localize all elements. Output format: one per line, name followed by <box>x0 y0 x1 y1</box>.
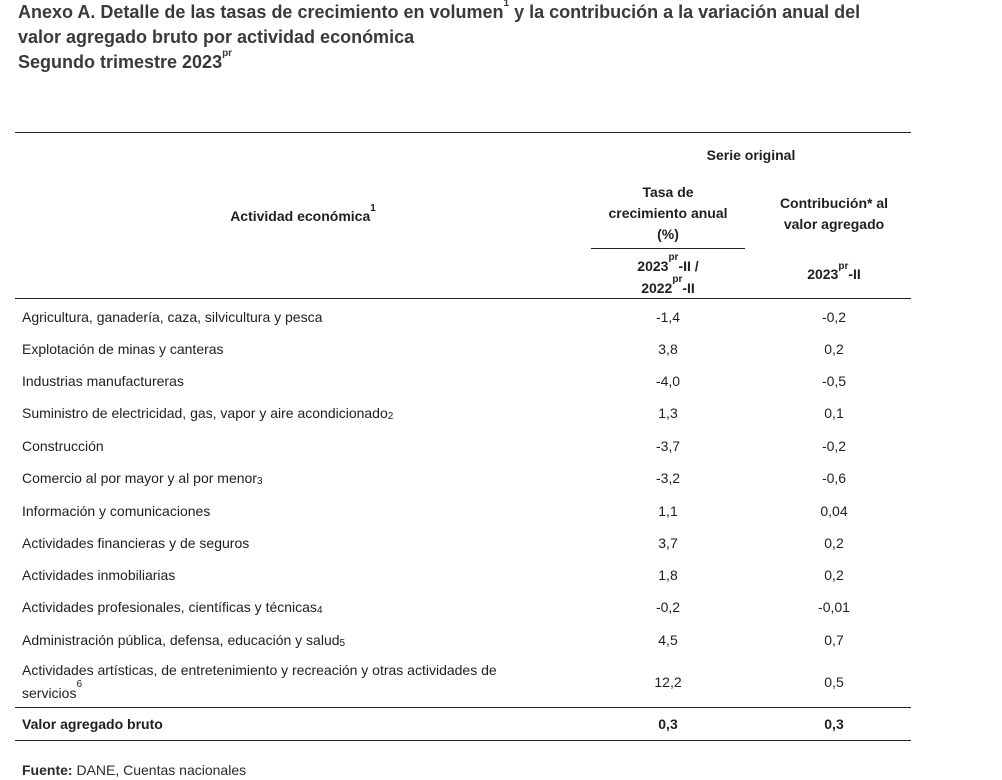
header-serie-original: Serie original <box>706 147 796 163</box>
header-activity: Actividad económica1 <box>230 203 376 225</box>
title-line-2: valor agregado bruto por actividad econó… <box>18 27 415 47</box>
document-title: Anexo A. Detalle de las tasas de crecimi… <box>18 0 978 75</box>
table-top-rule <box>15 132 911 133</box>
table-row: Suministro de electricidad, gas, vapor y… <box>22 405 844 422</box>
table-row: Actividades artísticas, de entretenimien… <box>22 662 844 701</box>
header-growth-period: 2023pr-II / 2022pr-II <box>637 252 699 297</box>
table-row: Comercio al por mayor y al por menor 3 -3… <box>22 470 847 487</box>
table-row: Administración pública, defensa, educaci… <box>22 632 844 649</box>
table-row: Industrias manufactureras -4,0 -0,5 <box>22 372 847 389</box>
table-bottom-rule <box>15 740 911 741</box>
total-top-rule <box>15 707 911 708</box>
table-row: Actividades profesionales, científicas y… <box>22 599 850 616</box>
table-total-row: Valor agregado bruto 0,3 0,3 <box>22 715 844 732</box>
table-row: Actividades inmobiliarias 1,8 0,2 <box>22 566 844 583</box>
header-growth-rate: Tasa de crecimiento anual (%) <box>608 184 728 242</box>
header-contribution-period: 2023pr-II <box>807 261 861 283</box>
table-row: Actividades financieras y de seguros 3,7… <box>22 534 844 551</box>
header-contribution: Contribución* al valor agregado <box>779 195 889 232</box>
source-note: Fuente: DANE, Cuentas nacionales <box>22 762 247 778</box>
table-row: Información y comunicaciones 1,1 0,04 <box>22 502 848 519</box>
header-bottom-rule <box>15 298 911 299</box>
table-row: Construcción -3,7 -0,2 <box>22 437 847 454</box>
title-line-1: Anexo A. Detalle de las tasas de crecimi… <box>18 0 861 22</box>
col1-header-rule <box>591 248 745 249</box>
table-row: Agricultura, ganadería, caza, silvicultu… <box>22 308 847 325</box>
title-line-3: Segundo trimestre 2023pr <box>18 48 233 73</box>
table-row: Explotación de minas y canteras 3,8 0,2 <box>22 340 844 357</box>
